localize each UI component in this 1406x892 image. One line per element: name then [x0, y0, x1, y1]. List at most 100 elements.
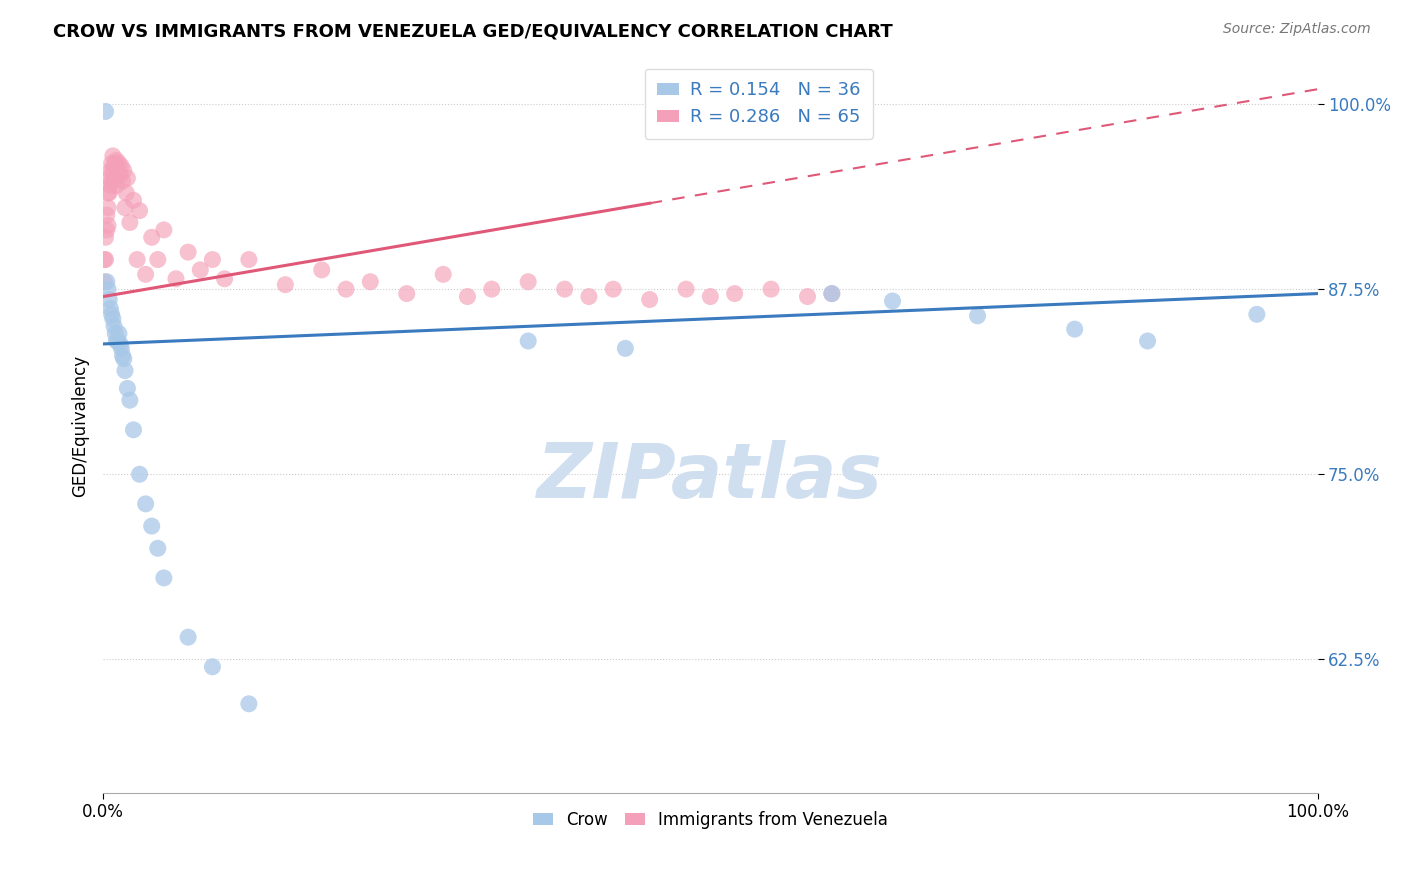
Point [141, 230, 163, 244]
Point [1246, 307, 1268, 321]
Point [122, 194, 145, 208]
Point [456, 289, 478, 303]
Point [517, 334, 540, 348]
Point [108, 337, 131, 351]
Point [94, 230, 117, 244]
Point [97, 282, 120, 296]
Point [1136, 334, 1159, 348]
Point [699, 289, 721, 303]
Point [103, 159, 125, 173]
Point [112, 163, 135, 178]
Point [101, 163, 124, 178]
Point [554, 282, 576, 296]
Point [214, 272, 236, 286]
Point [128, 203, 150, 218]
Point [112, 351, 135, 366]
Point [111, 349, 134, 363]
Point [114, 201, 136, 215]
Point [966, 309, 988, 323]
Point [395, 286, 418, 301]
Point [110, 342, 132, 356]
Point [108, 168, 131, 182]
Point [108, 156, 131, 170]
Point [146, 252, 169, 267]
Point [359, 275, 381, 289]
Point [882, 293, 904, 308]
Point [177, 245, 200, 260]
Point [94, 252, 117, 267]
Point [177, 630, 200, 644]
Point [96, 208, 118, 222]
Point [141, 519, 163, 533]
Point [94, 104, 117, 119]
Point [107, 334, 129, 348]
Point [135, 497, 157, 511]
Point [311, 263, 333, 277]
Point [105, 334, 128, 348]
Point [153, 223, 176, 237]
Point [118, 215, 141, 229]
Point [1063, 322, 1085, 336]
Point [104, 156, 127, 170]
Point [100, 301, 122, 316]
Point [101, 149, 124, 163]
Point [96, 223, 118, 237]
Point [97, 201, 120, 215]
Point [122, 423, 145, 437]
Point [100, 156, 122, 170]
Point [93, 275, 115, 289]
Point [201, 252, 224, 267]
Point [274, 277, 297, 292]
Point [100, 163, 122, 178]
Point [335, 282, 357, 296]
Point [97, 219, 120, 233]
Point [578, 289, 600, 303]
Point [188, 263, 211, 277]
Point [153, 571, 176, 585]
Point [796, 289, 818, 303]
Point [98, 293, 121, 307]
Point [103, 174, 125, 188]
Point [165, 272, 187, 286]
Point [638, 293, 661, 307]
Point [238, 252, 260, 267]
Point [759, 282, 782, 296]
Point [675, 282, 697, 296]
Point [481, 282, 503, 296]
Point [110, 159, 132, 173]
Point [614, 342, 637, 356]
Point [104, 326, 127, 341]
Point [135, 268, 157, 282]
Point [118, 393, 141, 408]
Point [238, 697, 260, 711]
Text: Source: ZipAtlas.com: Source: ZipAtlas.com [1223, 22, 1371, 37]
Point [201, 660, 224, 674]
Point [98, 171, 121, 186]
Point [100, 174, 122, 188]
Point [821, 286, 844, 301]
Point [114, 363, 136, 377]
Point [104, 171, 127, 186]
Point [98, 186, 121, 200]
Point [100, 178, 122, 193]
Point [117, 381, 139, 395]
Point [127, 252, 149, 267]
Point [821, 286, 844, 301]
Point [103, 319, 125, 334]
Point [93, 252, 115, 267]
Point [111, 174, 134, 188]
Point [724, 286, 747, 301]
Point [105, 178, 128, 193]
Point [128, 467, 150, 482]
Point [146, 541, 169, 556]
Point [96, 275, 118, 289]
Point [107, 163, 129, 178]
Point [101, 311, 124, 326]
Point [602, 282, 624, 296]
Y-axis label: GED/Equivalency: GED/Equivalency [72, 355, 89, 497]
Point [117, 171, 139, 186]
Point [97, 186, 120, 200]
Legend: Crow, Immigrants from Venezuela: Crow, Immigrants from Venezuela [526, 805, 894, 836]
Point [432, 268, 454, 282]
Point [105, 153, 128, 168]
